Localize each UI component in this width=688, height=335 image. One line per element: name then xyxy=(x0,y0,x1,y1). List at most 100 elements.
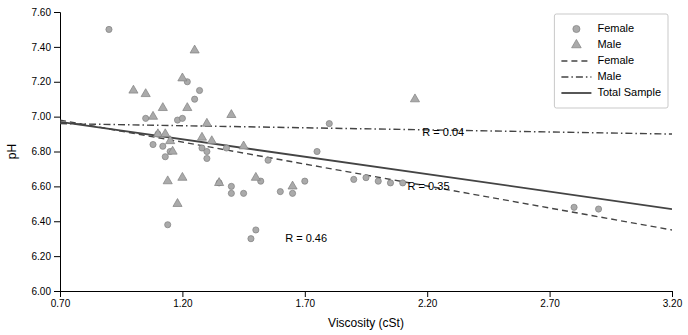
x-axis-title: Viscosity (cSt) xyxy=(328,316,404,330)
point xyxy=(571,204,577,210)
point xyxy=(241,190,247,196)
point xyxy=(248,236,254,242)
tick-label: 7.60 xyxy=(32,7,52,18)
point xyxy=(204,148,210,154)
legend-label: Male xyxy=(597,70,621,82)
point xyxy=(129,85,138,93)
point xyxy=(253,227,259,233)
point xyxy=(400,180,406,186)
tick: 0.70 xyxy=(51,291,71,309)
tick: 3.20 xyxy=(663,291,683,309)
axis-line xyxy=(61,292,673,298)
trend-line xyxy=(60,120,672,230)
tick: 7.00 xyxy=(32,111,60,122)
point xyxy=(239,141,248,149)
point xyxy=(228,190,234,196)
tick: 1.20 xyxy=(173,291,193,309)
tick: 7.20 xyxy=(32,76,60,87)
chart: 0.701.201.702.202.703.206.006.206.406.60… xyxy=(0,0,688,335)
tick-label: 6.60 xyxy=(32,181,52,192)
legend-entry: Male xyxy=(561,70,621,82)
point xyxy=(178,172,187,180)
tick: 2.20 xyxy=(418,291,438,309)
legend-label: Total Sample xyxy=(597,86,661,98)
point xyxy=(143,115,149,121)
tick: 6.40 xyxy=(32,216,60,227)
legend-label: Male xyxy=(597,38,621,50)
legend-symbol xyxy=(572,39,582,47)
point xyxy=(163,176,172,184)
tick: 6.60 xyxy=(32,181,60,192)
tick-mark xyxy=(182,291,183,297)
tick-label: 1.20 xyxy=(173,298,193,309)
point xyxy=(106,26,112,32)
tick-label: 1.70 xyxy=(296,298,316,309)
legend-entry: Male xyxy=(572,38,622,50)
point xyxy=(165,222,171,228)
point xyxy=(179,115,185,121)
point xyxy=(387,180,393,186)
point xyxy=(202,118,211,126)
point xyxy=(192,96,198,102)
y-axis-title: pH xyxy=(5,144,19,159)
point xyxy=(351,176,357,182)
legend-symbol xyxy=(561,60,591,61)
legend-symbol xyxy=(561,76,591,77)
point xyxy=(141,89,150,97)
point xyxy=(183,103,192,111)
point xyxy=(314,148,320,154)
point xyxy=(363,175,369,181)
point xyxy=(190,45,199,53)
point xyxy=(196,87,202,93)
legend-label: Female xyxy=(597,54,634,66)
annotations: R = 0.46 R = 0.35 R = 0.04 xyxy=(285,126,464,245)
tick-label: 6.80 xyxy=(32,146,52,157)
tick: 7.60 xyxy=(32,7,60,18)
tick-mark xyxy=(305,291,306,297)
point xyxy=(228,183,234,189)
point xyxy=(148,111,157,119)
tick-label: 7.20 xyxy=(32,76,52,87)
tick: 2.70 xyxy=(540,291,560,309)
point xyxy=(207,136,216,144)
tick-mark xyxy=(54,221,60,222)
tick-mark xyxy=(54,47,60,48)
tick-label: 2.70 xyxy=(540,298,560,309)
tick: 1.70 xyxy=(296,291,316,309)
tick-label: 6.00 xyxy=(32,286,52,297)
point xyxy=(158,103,167,111)
annotation: R = 0.04 xyxy=(422,126,464,138)
annotation: R = 0.35 xyxy=(408,180,450,192)
point xyxy=(410,94,419,102)
point xyxy=(277,189,283,195)
axis-line xyxy=(54,13,61,292)
annotation: R = 0.46 xyxy=(285,232,327,244)
legend-entry: Female xyxy=(561,54,634,66)
legend-symbol xyxy=(561,92,591,94)
legend: FemaleMaleFemaleMaleTotal Sample xyxy=(554,14,668,108)
tick: 6.80 xyxy=(32,146,60,157)
tick-mark xyxy=(672,291,673,297)
tick-label: 6.40 xyxy=(32,216,52,227)
trend-line xyxy=(60,122,672,209)
point xyxy=(178,73,187,81)
point xyxy=(150,141,156,147)
tick-label: 7.40 xyxy=(32,42,52,53)
point xyxy=(160,143,166,149)
point xyxy=(302,178,308,184)
legend-entry: Total Sample xyxy=(561,86,661,98)
tick-mark xyxy=(54,12,60,13)
tick: 6.00 xyxy=(32,286,60,297)
point xyxy=(173,199,182,207)
tick: 7.40 xyxy=(32,42,60,53)
point xyxy=(289,190,295,196)
point xyxy=(288,181,297,189)
point xyxy=(265,157,271,163)
point xyxy=(251,172,260,180)
tick-mark xyxy=(54,152,60,153)
tick-mark xyxy=(550,291,551,297)
point xyxy=(197,132,206,140)
point xyxy=(326,121,332,127)
tick-mark xyxy=(54,186,60,187)
x-axis: 0.70 1.20 1.70 2.20 2.70 3.20 xyxy=(51,291,683,309)
